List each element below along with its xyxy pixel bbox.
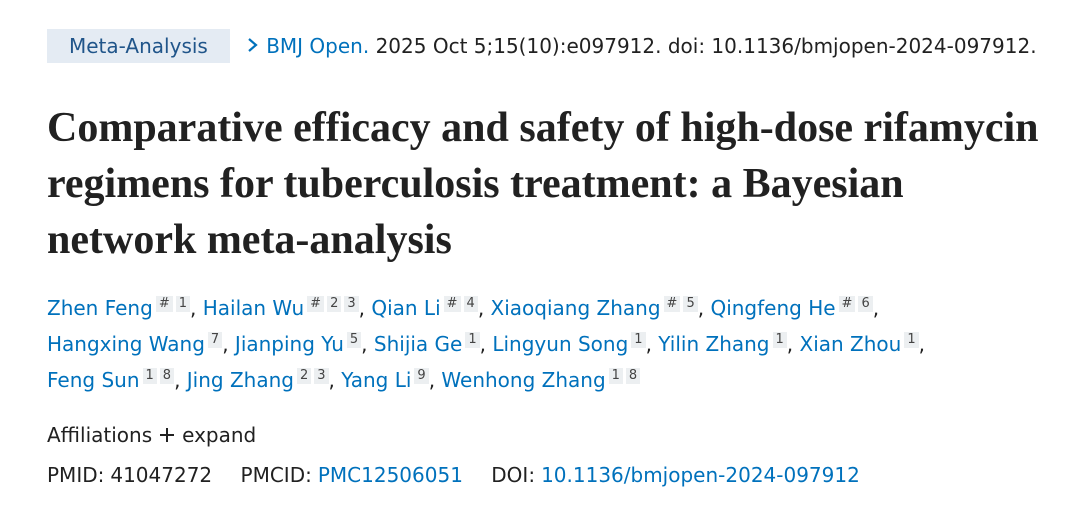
separator: , bbox=[174, 368, 181, 392]
affiliations: Affiliations expand bbox=[47, 423, 256, 447]
affiliation-ref[interactable]: 1 bbox=[175, 296, 190, 312]
affiliation-ref[interactable]: 8 bbox=[625, 368, 641, 384]
author: Feng Sun 1 8, bbox=[47, 368, 180, 392]
author: Hangxing Wang 7, bbox=[47, 332, 229, 356]
chevron-icon bbox=[248, 38, 258, 52]
separator: , bbox=[190, 296, 197, 320]
author: Xian Zhou 1, bbox=[800, 332, 925, 356]
identifiers: PMID: 41047272 PMCID: PMC12506051 DOI: 10.1… bbox=[47, 463, 860, 487]
author-list: Zhen Feng #1, Hailan Wu #2 3, Qian Li #4, Xi… bbox=[47, 290, 1057, 398]
author: Wenhong Zhang 1 8 bbox=[441, 368, 641, 392]
author: Hailan Wu #2 3, bbox=[203, 296, 365, 320]
author: Qingfeng He #6, bbox=[710, 296, 879, 320]
author-name[interactable]: Xian Zhou bbox=[799, 332, 902, 356]
author-name[interactable]: Qian Li bbox=[371, 296, 441, 320]
affiliation-ref[interactable]: 5 bbox=[683, 296, 698, 312]
author: Yang Li 9, bbox=[341, 368, 435, 392]
author-name[interactable]: Lingyun Song bbox=[492, 332, 629, 356]
author-name[interactable]: Hangxing Wang bbox=[47, 332, 205, 356]
affiliation-ref[interactable]: 7 bbox=[207, 332, 223, 348]
author-name[interactable]: Qingfeng He bbox=[710, 296, 836, 320]
article-title: Comparative efficacy and safety of high-… bbox=[47, 105, 1039, 263]
affiliation-ref[interactable]: 3 bbox=[314, 368, 329, 384]
separator: , bbox=[361, 332, 368, 356]
plus-icon[interactable] bbox=[152, 425, 182, 445]
affiliation-ref[interactable]: # bbox=[838, 296, 856, 312]
author-name[interactable]: Jing Zhang bbox=[186, 368, 294, 392]
affiliation-ref[interactable]: 1 bbox=[142, 368, 157, 384]
author-name[interactable]: Zhen Feng bbox=[47, 296, 153, 320]
separator: , bbox=[918, 332, 925, 356]
doi-link[interactable]: 10.1136/bmjopen-2024-097912 bbox=[541, 463, 860, 487]
affiliation-ref[interactable]: 1 bbox=[904, 332, 919, 348]
affiliations-label: Affiliations bbox=[47, 423, 153, 447]
author: Shijia Ge 1, bbox=[374, 332, 486, 356]
journal-link[interactable]: BMJ Open. bbox=[266, 34, 370, 58]
affiliation-ref[interactable]: 4 bbox=[463, 296, 478, 312]
author-name[interactable]: Jianping Yu bbox=[234, 332, 344, 356]
author-name[interactable]: Shijia Ge bbox=[373, 332, 463, 356]
author: Lingyun Song 1, bbox=[492, 332, 652, 356]
affiliation-ref[interactable]: 2 bbox=[296, 368, 312, 384]
pmcid-link[interactable]: PMC12506051 bbox=[317, 463, 463, 487]
citation-text: 2025 Oct 5;15(10):e097912. doi: 10.1136/… bbox=[375, 34, 1037, 58]
doi-label: DOI: bbox=[491, 463, 536, 487]
separator: , bbox=[328, 368, 335, 392]
separator: , bbox=[358, 296, 365, 320]
author-name[interactable]: Wenhong Zhang bbox=[441, 368, 606, 392]
pmid-label: PMID: bbox=[47, 463, 105, 487]
affiliation-ref[interactable]: 9 bbox=[414, 368, 429, 384]
affiliation-ref[interactable]: # bbox=[443, 296, 461, 312]
expand-button[interactable]: expand bbox=[182, 423, 257, 447]
separator: , bbox=[872, 296, 880, 320]
pmid: 41047272 bbox=[110, 463, 213, 487]
author: Zhen Feng #1, bbox=[47, 296, 196, 320]
author: Xiaoqiang Zhang #5, bbox=[490, 296, 705, 320]
separator: , bbox=[222, 332, 229, 356]
separator: , bbox=[479, 332, 486, 356]
author-name[interactable]: Feng Sun bbox=[47, 368, 140, 392]
separator: , bbox=[697, 296, 705, 320]
author-name[interactable]: Yang Li bbox=[341, 368, 412, 392]
affiliation-ref[interactable]: 3 bbox=[344, 296, 359, 312]
separator: , bbox=[477, 296, 485, 320]
author-name[interactable]: Xiaoqiang Zhang bbox=[490, 296, 661, 320]
header: Meta-Analysis BMJ Open. 2025 Oct 5;15(10… bbox=[47, 29, 1037, 63]
affiliation-ref[interactable]: 1 bbox=[772, 332, 787, 348]
separator: , bbox=[645, 332, 652, 356]
affiliation-ref[interactable]: # bbox=[155, 296, 173, 312]
affiliation-ref[interactable]: 6 bbox=[858, 296, 873, 312]
author: Qian Li #4, bbox=[371, 296, 484, 320]
affiliation-ref[interactable]: # bbox=[307, 296, 325, 312]
author: Jianping Yu 5, bbox=[235, 332, 368, 356]
separator: , bbox=[428, 368, 436, 392]
affiliation-ref[interactable]: 1 bbox=[608, 368, 623, 384]
author-name[interactable]: Hailan Wu bbox=[202, 296, 305, 320]
pmcid-label: PMCID: bbox=[240, 463, 312, 487]
affiliation-ref[interactable]: # bbox=[663, 296, 681, 312]
citation: BMJ Open. 2025 Oct 5;15(10):e097912. doi… bbox=[246, 34, 1037, 58]
affiliation-ref[interactable]: 1 bbox=[631, 332, 646, 348]
affiliation-ref[interactable]: 5 bbox=[346, 332, 362, 348]
author: Jing Zhang 2 3, bbox=[187, 368, 335, 392]
affiliation-ref[interactable]: 1 bbox=[465, 332, 480, 348]
separator: , bbox=[786, 332, 794, 356]
author: Yilin Zhang 1, bbox=[658, 332, 793, 356]
affiliation-ref[interactable]: 2 bbox=[327, 296, 342, 312]
affiliation-ref[interactable]: 8 bbox=[159, 368, 175, 384]
author-name[interactable]: Yilin Zhang bbox=[658, 332, 770, 356]
article-type-badge[interactable]: Meta-Analysis bbox=[47, 29, 230, 63]
